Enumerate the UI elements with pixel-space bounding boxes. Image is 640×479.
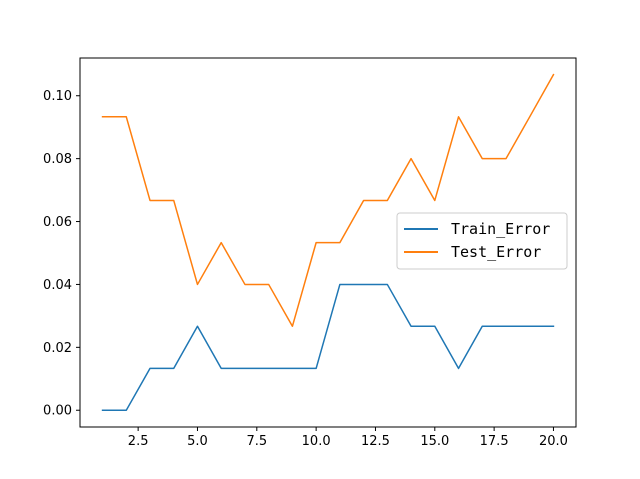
x-tick-label: 5.0 [187, 434, 208, 449]
y-tick-label: 0.10 [43, 89, 72, 104]
x-tick-label: 15.0 [420, 434, 449, 449]
x-tick-label: 10.0 [302, 434, 331, 449]
y-tick-label: 0.02 [43, 341, 72, 356]
x-tick-label: 2.5 [128, 434, 149, 449]
plot-frame [79, 57, 577, 428]
ticks-layer: 2.5 5.0 7.5 10.0 12.5 15.0 17.5 20.0 0.00 0.02 0.0… [43, 89, 568, 449]
x-tick-label: 17.5 [480, 434, 509, 449]
legend: Train_Error Test_Error [396, 212, 568, 270]
series-line-test-error [101, 73, 555, 328]
x-tick-label: 12.5 [361, 434, 390, 449]
x-tick-label: 20.0 [539, 434, 568, 449]
y-tick-label: 0.08 [43, 152, 72, 167]
series-line-train-error [101, 283, 555, 411]
legend-label-test-error: Test_Error [451, 243, 541, 261]
x-tick-label: 7.5 [246, 434, 267, 449]
y-tick-label: 0.04 [43, 278, 72, 293]
legend-box [396, 212, 568, 270]
y-tick-label: 0.06 [43, 215, 72, 230]
series-layer [101, 73, 555, 411]
y-tick-label: 0.00 [43, 404, 72, 419]
legend-label-train-error: Train_Error [451, 220, 550, 238]
